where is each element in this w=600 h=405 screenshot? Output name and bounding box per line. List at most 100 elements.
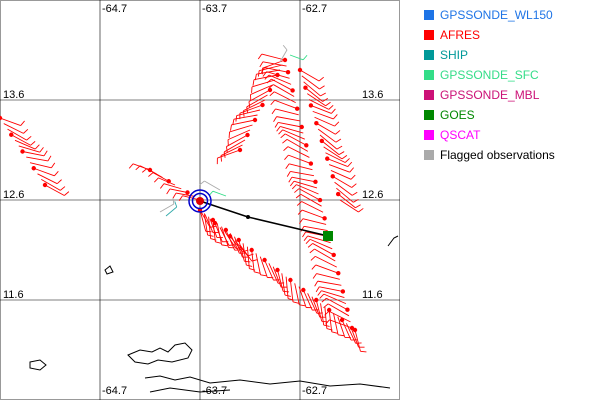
legend-label: GPSSONDE_MBL	[440, 88, 539, 102]
observation-point	[9, 133, 13, 137]
observation-point	[300, 125, 304, 129]
wind-barb-flag	[284, 155, 288, 160]
map-canvas: -64.7 -63.7 -62.7 -64.7 -63.7 -62.7 13.6…	[0, 0, 400, 400]
wind-barb	[11, 135, 30, 146]
lon-tick-bottom-2: -63.7	[202, 385, 227, 397]
legend-label: AFRES	[440, 28, 480, 42]
observation-point	[325, 156, 329, 160]
wind-barb-flag	[284, 147, 288, 151]
legend-item-afres[interactable]: AFRES	[422, 26, 600, 46]
wind-barb-flag	[154, 178, 158, 182]
wind-barb-flag	[360, 351, 366, 352]
wind-barb-flag	[148, 173, 153, 177]
wind-barb-flag	[60, 187, 65, 191]
observation-point	[260, 103, 264, 107]
wind-barb-flag	[142, 169, 147, 173]
wind-barb	[295, 283, 300, 305]
wind-barb-flag	[51, 163, 54, 168]
wind-barb	[231, 120, 255, 125]
wind-barb-flag	[316, 287, 319, 292]
coastline	[30, 236, 398, 392]
wind-barb-flag	[260, 275, 266, 276]
wind-barb	[300, 70, 319, 81]
coast-east	[388, 236, 398, 246]
wind-barb-flag	[224, 152, 225, 158]
observation-point	[249, 248, 253, 252]
lon-tick-top-3: -62.7	[302, 3, 327, 15]
observation-point	[350, 326, 354, 330]
wind-barb-flag	[260, 62, 263, 67]
legend-label: GPSSONDE_WL150	[440, 8, 553, 22]
wind-barb-flag	[337, 146, 342, 149]
wind-barb-flag	[27, 136, 32, 140]
wind-barb-flag	[318, 291, 322, 296]
wind-barb-flag	[331, 109, 335, 113]
lon-tick-top-2: -63.7	[202, 3, 227, 15]
observation-point	[301, 288, 305, 292]
wind-barb-flag	[297, 201, 301, 205]
wind-barb-flag	[274, 117, 277, 122]
lat-tick-left-1: 13.6	[3, 89, 24, 101]
wind-barb	[333, 313, 338, 335]
wind-barb-flag	[348, 162, 352, 166]
wind-barb	[290, 280, 293, 302]
ship-barb	[166, 207, 177, 216]
observation-point	[304, 143, 308, 147]
legend-swatch	[424, 50, 434, 60]
wind-barb-flag	[279, 130, 283, 134]
lat-tick-left-2: 12.6	[3, 189, 24, 201]
wind-barb-flag	[290, 181, 294, 186]
wind-barb-flag	[23, 129, 27, 133]
wind-barb-flag	[54, 171, 58, 176]
wind-barb-flag	[350, 168, 354, 173]
legend-swatch	[424, 90, 434, 100]
wind-barb-flag	[339, 152, 344, 155]
observation-point	[309, 161, 313, 165]
wind-barb-flag	[329, 105, 333, 109]
observation-point	[313, 180, 317, 184]
legend-swatch	[424, 130, 434, 140]
mainland-coast	[145, 376, 390, 388]
legend-label: GPSSONDE_SFC	[440, 68, 539, 82]
wind-barb-flag	[283, 291, 289, 292]
legend-item-gpssonde-sfc[interactable]: GPSSONDE_SFC	[422, 66, 600, 86]
storm-center-marker	[189, 190, 211, 212]
legend-item-gpssonde-wl150[interactable]: GPSSONDE_WL150	[422, 6, 600, 26]
wind-barb-flag	[311, 256, 315, 260]
wind-barb-flag	[304, 236, 308, 241]
legend-item-flagged-observations[interactable]: Flagged observations	[422, 146, 600, 166]
observation-point	[238, 148, 242, 152]
legend-item-ship[interactable]: SHIP	[422, 46, 600, 66]
wind-barb-flag	[44, 151, 47, 156]
wind-barb-flag	[324, 304, 329, 308]
legend-item-gpssonde-mbl[interactable]: GPSSONDE_MBL	[422, 86, 600, 106]
wind-barb-flag	[222, 245, 228, 246]
wind-barb-flag	[35, 145, 39, 149]
wind-barb	[316, 274, 339, 280]
wind-barb-flag	[31, 141, 36, 145]
wind-barb-flag	[319, 77, 324, 81]
wind-barb	[275, 109, 298, 115]
wind-barb-flag	[310, 249, 315, 253]
wind-barb-flag	[173, 193, 176, 198]
legend-item-goes[interactable]: GOES	[422, 106, 600, 126]
flagged-barb	[204, 181, 220, 190]
observation-point	[298, 68, 302, 72]
wind-barb-flag	[332, 332, 338, 333]
center-dot	[196, 197, 204, 205]
wind-barb-flag	[313, 274, 316, 279]
legend-item-qscat[interactable]: QSCAT	[422, 126, 600, 146]
wind-barb-flag	[335, 122, 339, 126]
wind-barb-flag	[358, 208, 363, 212]
wind-barb-flag	[351, 175, 355, 179]
observation-point	[309, 103, 313, 107]
wind-barb-flag	[129, 164, 133, 169]
legend-swatch	[424, 110, 434, 120]
wind-barb	[290, 171, 314, 175]
wind-barb	[26, 157, 48, 161]
observation-point	[303, 86, 307, 90]
wind-barb-flag	[338, 335, 344, 336]
wind-barb-flag	[312, 265, 316, 270]
wind-barb-flag	[308, 243, 313, 247]
wind-barb-flag	[345, 158, 349, 162]
